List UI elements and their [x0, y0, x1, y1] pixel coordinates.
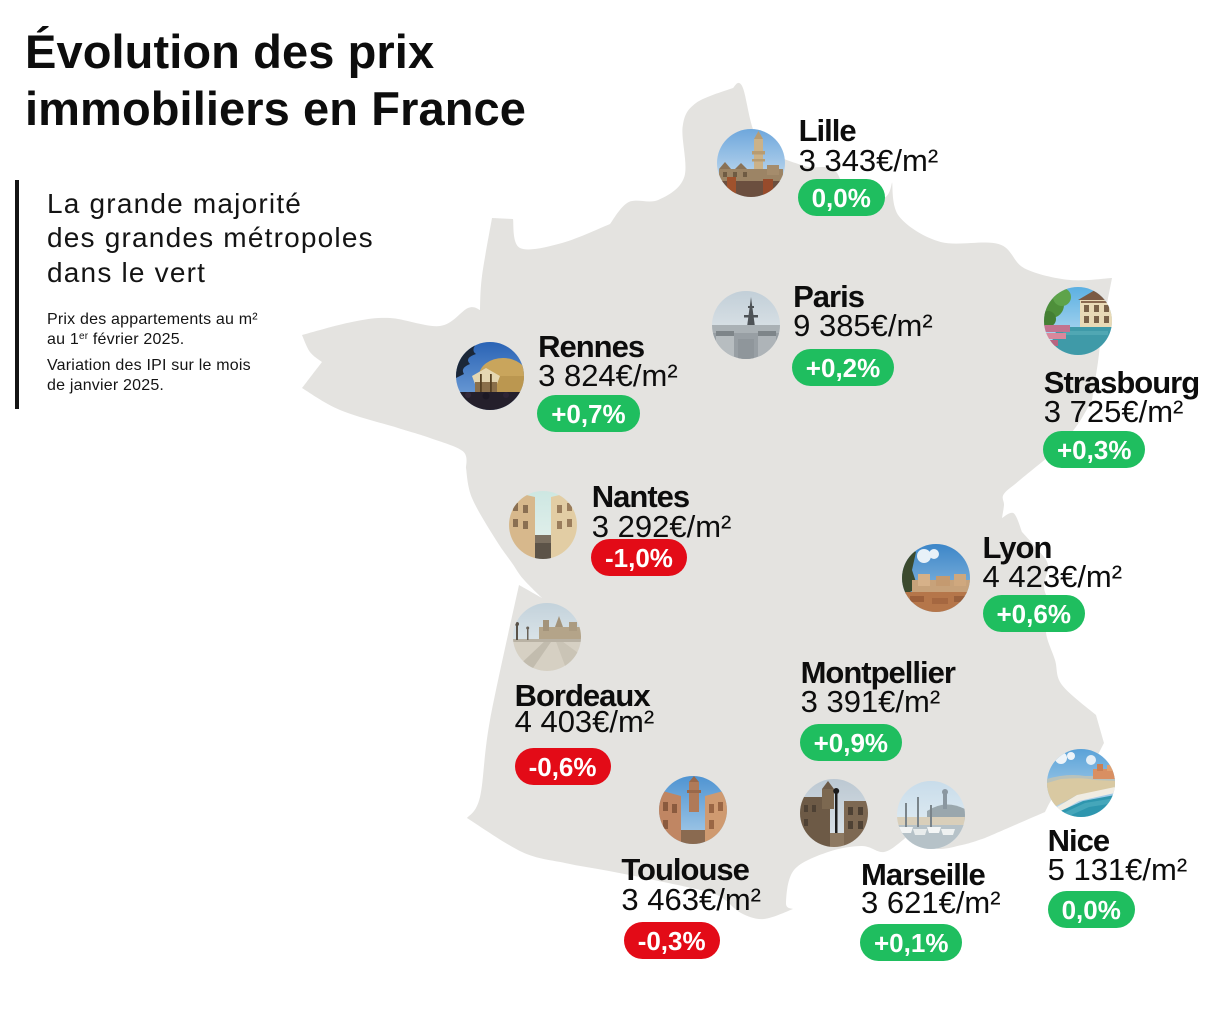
city-change-badge-nice: 0,0%: [1047, 890, 1135, 928]
city-name-lyon: Lyon: [982, 529, 1053, 565]
photo-lyon-image: [901, 544, 970, 613]
city-name-montpellier: Montpellier: [800, 654, 956, 690]
city-price-lyon: 4 423€/m²: [982, 559, 1123, 595]
note-line1: Prix des appartements au m²: [47, 311, 258, 328]
note-line4: de janvier 2025.: [47, 377, 165, 394]
city-price-strasbourg: 3 725€/m²: [1043, 393, 1184, 429]
city-change-badge-toulouse: -0,3%: [623, 921, 720, 959]
photo-strasbourg-image: [1043, 287, 1112, 355]
france-outline: [302, 82, 1112, 920]
city-change-badge-paris: +0,2%: [791, 348, 895, 386]
city-change-badge-lille: 0,0%: [797, 179, 885, 216]
title-line1: Évolution des prix: [25, 25, 435, 78]
title-line2: immobiliers en France: [25, 82, 526, 135]
city-price-paris: 9 385€/m²: [793, 308, 933, 344]
note-superscript: er: [78, 331, 89, 342]
city-price-marseille: 3 621€/m²: [861, 885, 1001, 921]
city-name-toulouse: Toulouse: [621, 852, 749, 887]
city-change-badge-lyon: +0,6%: [982, 595, 1085, 633]
city-change-badge-rennes: +0,7%: [537, 395, 640, 433]
city-name-nantes: Nantes: [591, 479, 690, 515]
city-price-toulouse: 3 463€/m²: [621, 882, 761, 918]
city-name-nice: Nice: [1047, 823, 1110, 858]
photo-rennes-image: [456, 342, 524, 410]
city-price-bordeaux: 4 403€/m²: [514, 704, 655, 740]
city-change-badge-nantes: -1,0%: [591, 538, 687, 576]
city-change-badge-strasbourg: +0,3%: [1043, 430, 1146, 468]
city-price-nantes: 3 292€/m²: [591, 508, 732, 544]
page-title: Évolution des prix immobiliers en France: [25, 23, 526, 137]
city-price-lille: 3 343€/m²: [798, 142, 939, 178]
photo-paris-image: [711, 291, 780, 360]
source-note: Prix des appartements au m² au 1er févri…: [47, 310, 258, 396]
subtitle-divider-bar: [15, 180, 19, 409]
city-name-paris: Paris: [793, 278, 865, 314]
photo-lille-image: [717, 128, 785, 197]
photo-nantes-image: [509, 491, 577, 559]
city-change-badge-bordeaux: -0,6%: [514, 748, 611, 786]
city-change-badge-montpellier: +0,9%: [799, 724, 903, 762]
subtitle-line3: dans le vert: [47, 256, 207, 288]
city-name-bordeaux: Bordeaux: [514, 677, 651, 713]
city-price-nice: 5 131€/m²: [1047, 852, 1188, 887]
subtitle-line1: La grande majorité: [47, 188, 303, 219]
photo-marseille-image: [897, 781, 965, 849]
city-change-badge-marseille: +0,1%: [860, 923, 963, 961]
photo-montpellier-image: [800, 779, 868, 847]
city-name-rennes: Rennes: [538, 328, 645, 364]
photo-bordeaux-image: [512, 603, 581, 671]
note-line2: au 1er février 2025.: [47, 331, 185, 348]
photo-toulouse-image: [659, 776, 727, 844]
photo-nice-image: [1046, 749, 1115, 818]
subtitle-line2: des grandes métropoles: [47, 222, 374, 254]
city-price-rennes: 3 824€/m²: [538, 357, 678, 393]
city-name-lille: Lille: [798, 113, 857, 148]
city-name-marseille: Marseille: [861, 856, 986, 892]
city-name-strasbourg: Strasbourg: [1043, 364, 1200, 400]
city-price-montpellier: 3 391€/m²: [800, 684, 941, 720]
note-line3: Variation des IPI sur le mois: [47, 357, 251, 374]
page-subtitle: La grande majorité des grandes métropole…: [47, 187, 374, 290]
